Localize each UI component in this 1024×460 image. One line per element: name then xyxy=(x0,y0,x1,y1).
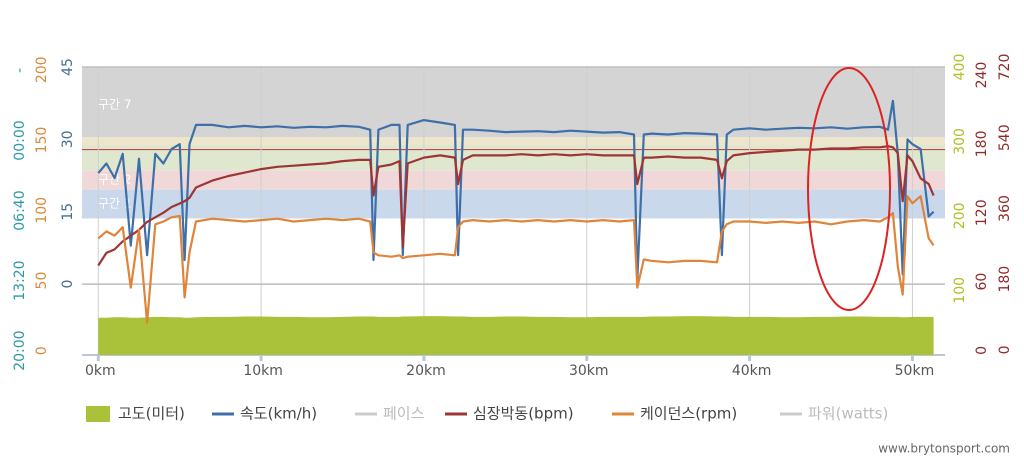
y-tick-label: 06:40 xyxy=(12,190,28,230)
legend-swatch[interactable] xyxy=(86,406,110,422)
y-tick-label: 100 xyxy=(952,277,968,304)
y-tick-label: 30 xyxy=(60,130,76,148)
y-tick-label: 200 xyxy=(34,56,50,83)
y-tick-label: 20:00 xyxy=(12,330,28,370)
y-tick-label: 180 xyxy=(997,266,1013,293)
zone-label: 구간 7 xyxy=(98,98,132,112)
zone-label: 구간 2 xyxy=(98,173,132,187)
line xyxy=(97,195,935,324)
y-tick-label: 300 xyxy=(952,128,968,155)
x-tick-label: 40km xyxy=(732,363,772,379)
x-tick-label: 30km xyxy=(569,363,609,379)
area xyxy=(98,316,934,355)
y-tick-label: 0 xyxy=(997,345,1013,354)
y-tick-label: 720 xyxy=(997,54,1013,81)
y-tick-label: 150 xyxy=(34,127,50,154)
y-tick-label: 0 xyxy=(974,346,990,355)
legend-label[interactable]: 고도(미터) xyxy=(118,405,185,423)
line xyxy=(97,99,935,281)
zone-band xyxy=(82,189,945,219)
y-tick-label: 360 xyxy=(997,195,1013,222)
legend-label[interactable]: 파워(watts) xyxy=(808,405,888,423)
x-tick-label: 50km xyxy=(895,363,935,379)
line xyxy=(97,145,935,267)
y-tick-label: 0 xyxy=(60,280,76,289)
footer: www.brytonsport.com xyxy=(878,442,1010,456)
y-tick-label: 540 xyxy=(997,124,1013,151)
y-tick-label: 100 xyxy=(34,197,50,224)
y-tick-label: 120 xyxy=(974,199,990,226)
y-tick-label: 400 xyxy=(952,54,968,81)
x-tick-label: 20km xyxy=(406,363,446,379)
y-tick-label: 200 xyxy=(952,202,968,229)
y-tick-label: 00:00 xyxy=(12,120,28,160)
y-tick-label: 13:20 xyxy=(12,260,28,300)
legend-label[interactable]: 페이스 xyxy=(383,405,425,423)
y-tick-label: 240 xyxy=(974,62,990,89)
y-tick-label: 45 xyxy=(60,58,76,76)
legend-label[interactable]: 심장박동(bpm) xyxy=(473,405,574,423)
legend-label[interactable]: 속도(km/h) xyxy=(240,405,317,423)
zone-band xyxy=(82,170,945,190)
x-tick-label: 0km xyxy=(85,363,116,379)
legend-label[interactable]: 케이던스(rpm) xyxy=(640,405,737,423)
y-tick-label: 50 xyxy=(34,272,50,290)
y-tick-label: 0 xyxy=(34,346,50,355)
x-tick-label: 10km xyxy=(243,363,283,379)
zone-label: 구간 1 xyxy=(98,197,132,211)
y-tick-label: 60 xyxy=(974,273,990,291)
y-tick-label: 15 xyxy=(60,203,76,221)
highlight-circle xyxy=(807,67,891,311)
zone-band xyxy=(82,67,945,137)
y-tick-label: 180 xyxy=(974,131,990,158)
zone-band xyxy=(82,136,945,146)
y-tick-label: - xyxy=(12,68,28,73)
